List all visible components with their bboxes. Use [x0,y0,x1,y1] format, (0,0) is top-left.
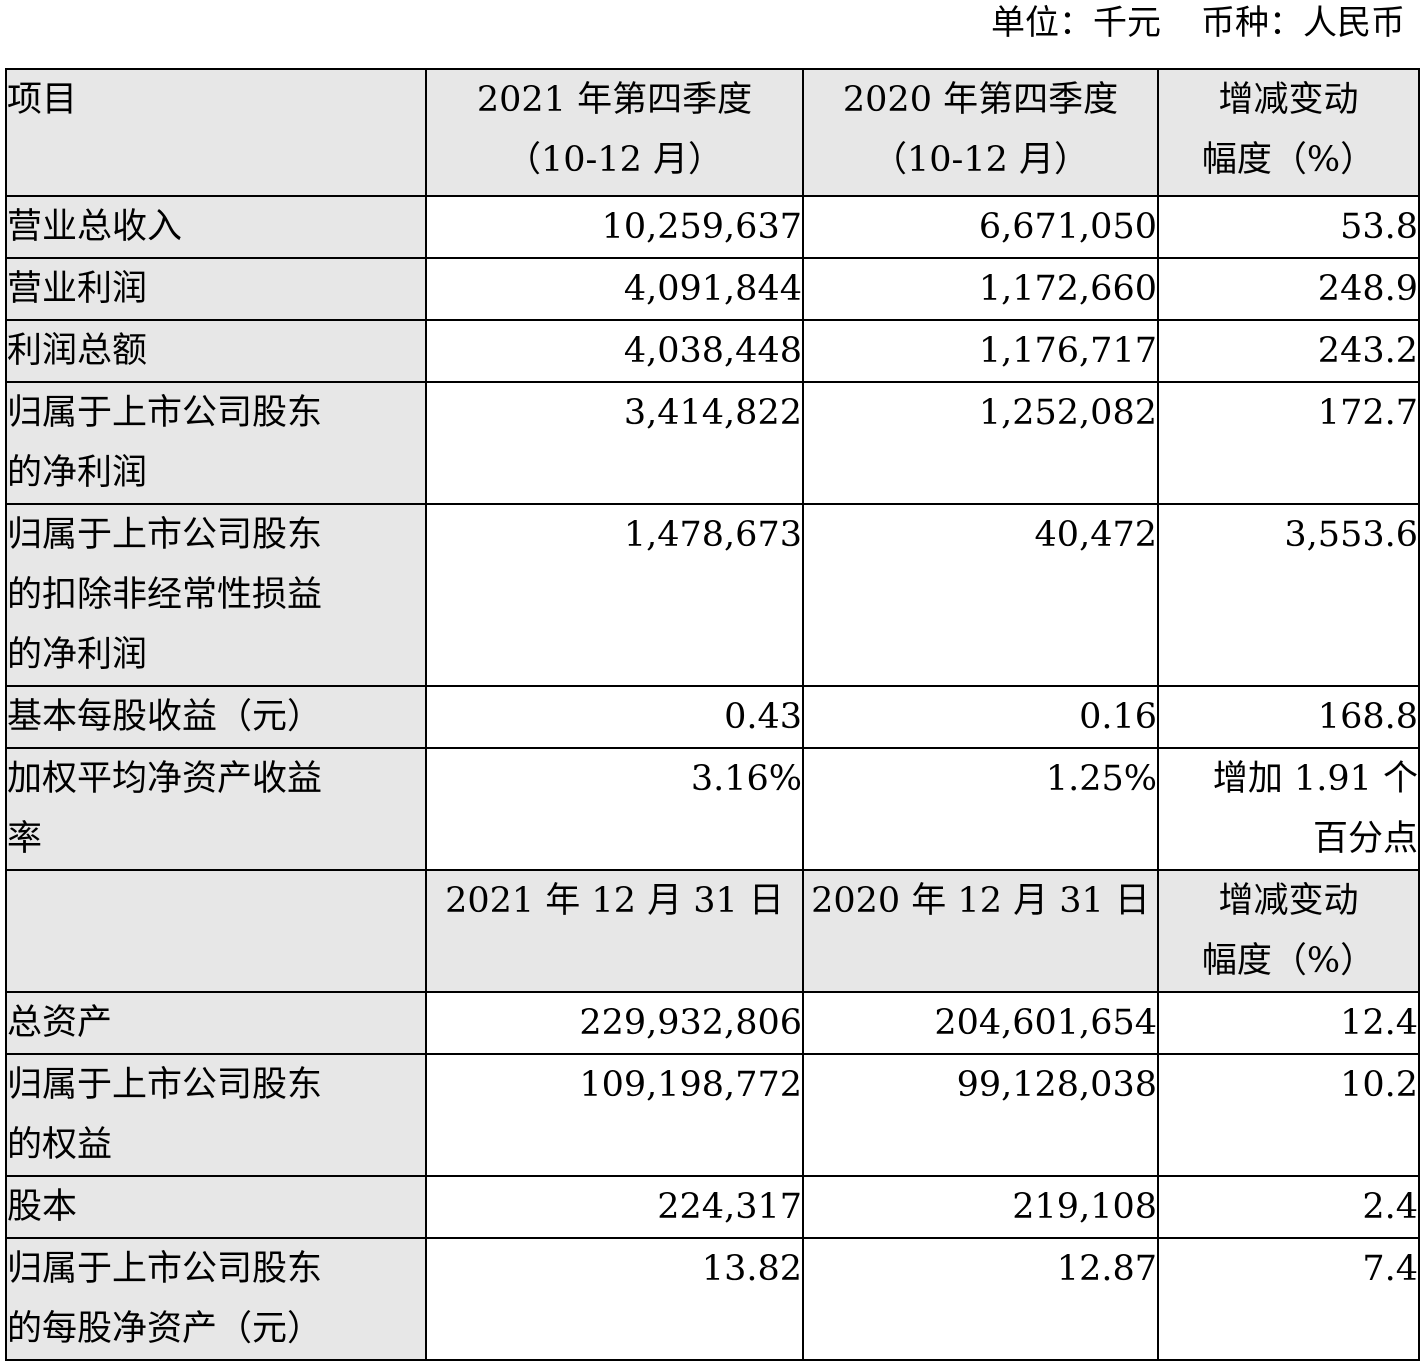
row-label: 营业利润 [5,257,427,321]
table-row-roe: 加权平均净资产收益率 3.16% 1.25% 增加 1.91 个百分点 [5,747,1420,871]
row-label-line: 股本 [7,1187,78,1227]
table-row: 总资产 229,932,806 204,601,654 12.4 [5,991,1420,1055]
header-row-balance: 2021 年 12 月 31 日 2020 年 12 月 31 日增减变动 幅度（%… [5,869,1420,993]
row-label: 归属于上市公司股东 的每股净资产（元） [5,1237,427,1361]
value-change: 10.2 [1157,1053,1420,1177]
table-row: 营业总收入 10,259,637 6,671,050 53.8 [5,195,1420,259]
value-v2020: 1.25% [802,747,1159,871]
header-col-2020-12-31: 2020 年 12 月 31 日 [802,869,1159,993]
row-label-line: 利润总额 [7,331,148,371]
header-item-blank [5,869,427,993]
value-change: 243.2 [1157,319,1420,383]
row-label-line: 的每股净资产（元） [7,1309,323,1349]
header-item: 项目 [5,68,427,197]
value-change: 增加 1.91 个百分点 [1157,747,1420,871]
row-label-line: 归属于上市公司股东 [7,393,323,433]
financial-data-table: 项目 2021 年第四季度 （10-12 月） 2020 年第四季度 （10-1… [5,68,1420,1361]
value-change-line: 增加 1.91 个 [1212,759,1418,799]
value-change: 2.4 [1157,1175,1420,1239]
value-v2020: 1,252,082 [802,381,1159,505]
table-row: 基本每股收益（元） 0.43 0.16 168.8 [5,685,1420,749]
table-row: 归属于上市公司股东 的扣除非经常性损益 的净利润 1,478,673 40,472 3,5… [5,503,1420,687]
value-change: 248.9 [1157,257,1420,321]
row-label: 加权平均净资产收益率 [5,747,427,871]
value-v2021: 229,932,806 [425,991,804,1055]
row-label-line: 归属于上市公司股东 [7,1065,323,1105]
header-col-change-line2: 幅度（%） [1201,941,1376,981]
row-label: 总资产 [5,991,427,1055]
value-v2020: 1,176,717 [802,319,1159,383]
header-col-2020q4-title: 2020 年第四季度 [842,80,1119,120]
header-col-2020q4-period: （10-12 月） [871,140,1090,180]
table-row: 归属于上市公司股东 的净利润 3,414,822 1,252,082 172.7 [5,381,1420,505]
value-v2020: 219,108 [802,1175,1159,1239]
value-v2021: 10,259,637 [425,195,804,259]
row-label-line: 的扣除非经常性损益 [7,575,323,615]
row-label-line: 率 [7,819,43,859]
header-col-change: 增减变动幅度（%） [1157,869,1420,993]
value-change: 168.8 [1157,685,1420,749]
header-col-2021q4: 2021 年第四季度 （10-12 月） [425,68,804,197]
value-change: 53.8 [1157,195,1420,259]
value-v2020: 99,128,038 [802,1053,1159,1177]
value-v2021: 3,414,822 [425,381,804,505]
value-v2021: 224,317 [425,1175,804,1239]
header-col-change-line1: 增减变动 [1218,881,1359,921]
row-label: 基本每股收益（元） [5,685,427,749]
value-v2020: 1,172,660 [802,257,1159,321]
row-label: 归属于上市公司股东 的权益 [5,1053,427,1177]
row-label-line: 归属于上市公司股东 [7,515,323,555]
row-label-line: 的权益 [7,1125,113,1165]
table-row: 归属于上市公司股东 的权益 109,198,772 99,128,038 10.2 [5,1053,1420,1177]
value-v2021: 0.43 [425,685,804,749]
header-col-2021-12-31: 2021 年 12 月 31 日 [425,869,804,993]
value-v2020: 12.87 [802,1237,1159,1361]
row-label-line: 的净利润 [7,635,148,675]
row-label: 营业总收入 [5,195,427,259]
row-label-line: 基本每股收益（元） [7,697,323,737]
currency-label: 币种：人民币 [1201,3,1405,43]
table-row: 股本 224,317 219,108 2.4 [5,1175,1420,1239]
value-v2020: 6,671,050 [802,195,1159,259]
row-label: 归属于上市公司股东 的扣除非经常性损益 的净利润 [5,503,427,687]
value-v2020: 204,601,654 [802,991,1159,1055]
value-v2021: 1,478,673 [425,503,804,687]
row-label: 利润总额 [5,319,427,383]
table-row: 利润总额 4,038,448 1,176,717 243.2 [5,319,1420,383]
header-col-2020q4: 2020 年第四季度 （10-12 月） [802,68,1159,197]
row-label-line: 加权平均净资产收益 [7,759,323,799]
value-change-line: 百分点 [1312,819,1418,859]
unit-currency-note: 单位：千元 币种：人民币 [991,0,1405,52]
row-label-line: 营业利润 [7,269,148,309]
header-col-change-line1: 增减变动 [1218,80,1359,120]
value-v2021: 4,091,844 [425,257,804,321]
header-col-change-line2: 幅度（%） [1201,140,1376,180]
value-change: 12.4 [1157,991,1420,1055]
value-v2021: 4,038,448 [425,319,804,383]
unit-label: 单位：千元 [991,3,1161,43]
table-row: 营业利润 4,091,844 1,172,660 248.9 [5,257,1420,321]
table-row: 归属于上市公司股东 的每股净资产（元） 13.82 12.87 7.4 [5,1237,1420,1361]
value-v2020: 40,472 [802,503,1159,687]
value-v2021: 3.16% [425,747,804,871]
header-col-2021q4-title: 2021 年第四季度 [476,80,753,120]
value-change: 7.4 [1157,1237,1420,1361]
row-label-line: 总资产 [7,1003,113,1043]
value-v2021: 13.82 [425,1237,804,1361]
header-col-change: 增减变动 幅度（%） [1157,68,1420,197]
row-label: 股本 [5,1175,427,1239]
value-change: 172.7 [1157,381,1420,505]
row-label: 归属于上市公司股东 的净利润 [5,381,427,505]
header-col-2021q4-period: （10-12 月） [505,140,724,180]
row-label-line: 营业总收入 [7,207,183,247]
row-label-line: 的净利润 [7,453,148,493]
value-v2020: 0.16 [802,685,1159,749]
value-v2021: 109,198,772 [425,1053,804,1177]
row-label-line: 归属于上市公司股东 [7,1249,323,1289]
header-row-quarter: 项目 2021 年第四季度 （10-12 月） 2020 年第四季度 （10-1… [5,68,1420,197]
value-change: 3,553.6 [1157,503,1420,687]
